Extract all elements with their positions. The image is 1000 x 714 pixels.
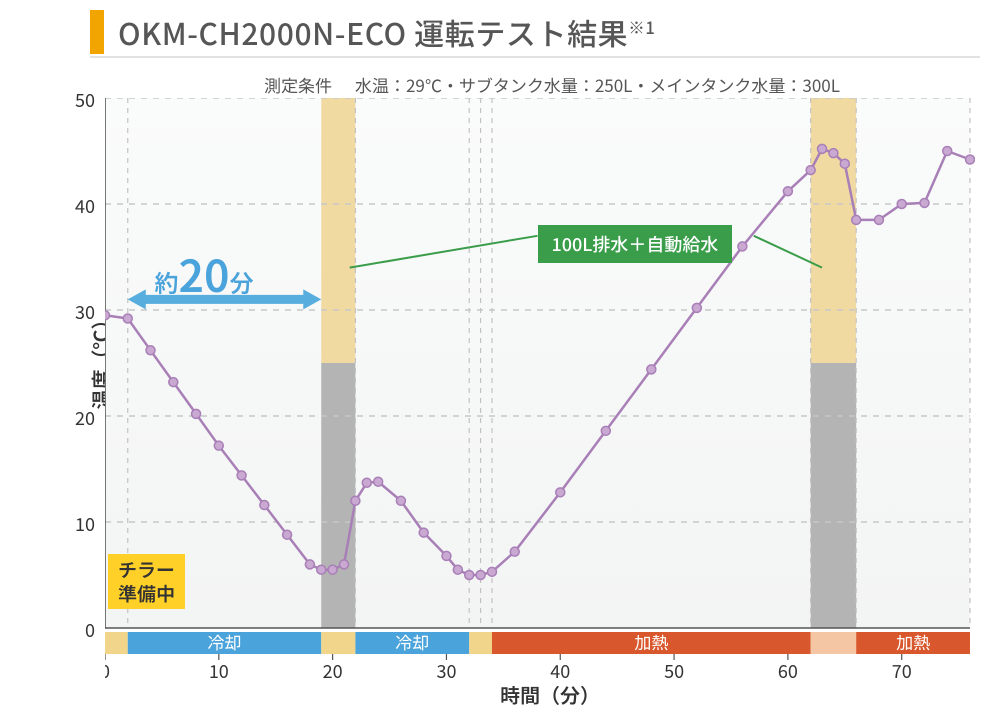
svg-text:70: 70	[892, 658, 912, 684]
y-tick: 30	[75, 299, 95, 325]
y-tick: 50	[75, 87, 95, 113]
y-tick: 10	[75, 511, 95, 537]
title-underline	[90, 56, 980, 58]
y-tick: 0	[85, 617, 95, 643]
svg-text:0: 0	[105, 658, 110, 684]
svg-text:冷却: 冷却	[208, 629, 242, 654]
svg-text:冷却: 冷却	[395, 629, 429, 654]
svg-text:20: 20	[323, 658, 343, 684]
temperature-chart: 冷却冷却加熱加熱010203040506070 約20分 100L排水＋自動給水…	[105, 98, 975, 646]
title-accent	[90, 10, 104, 54]
svg-text:40: 40	[550, 658, 570, 684]
chiller-prep-callout: チラー 準備中	[108, 554, 185, 610]
title-bar: OKM-CH2000N-ECO 運転テスト結果※1	[90, 10, 655, 54]
svg-text:30: 30	[436, 658, 456, 684]
y-tick: 20	[75, 405, 95, 431]
chart-svg: 冷却 冷却 加熱 加熱 0 10 20 30 40 50 60 70	[105, 98, 975, 698]
svg-text:加熱: 加熱	[634, 629, 668, 654]
conditions-label: 測定条件	[264, 72, 332, 97]
svg-text:50: 50	[664, 658, 684, 684]
svg-text:加熱: 加熱	[896, 629, 930, 654]
y-tick: 40	[75, 193, 95, 219]
drain-refill-callout: 100L排水＋自動給水	[538, 225, 733, 263]
conditions-value: 水温：29℃・サブタンク水量：250L・メインタンク水量：300L	[355, 72, 840, 97]
svg-text:60: 60	[778, 658, 798, 684]
page-title: OKM-CH2000N-ECO 運転テスト結果※1	[118, 10, 655, 54]
duration-callout: 約20分	[155, 241, 254, 305]
svg-text:10: 10	[209, 658, 229, 684]
